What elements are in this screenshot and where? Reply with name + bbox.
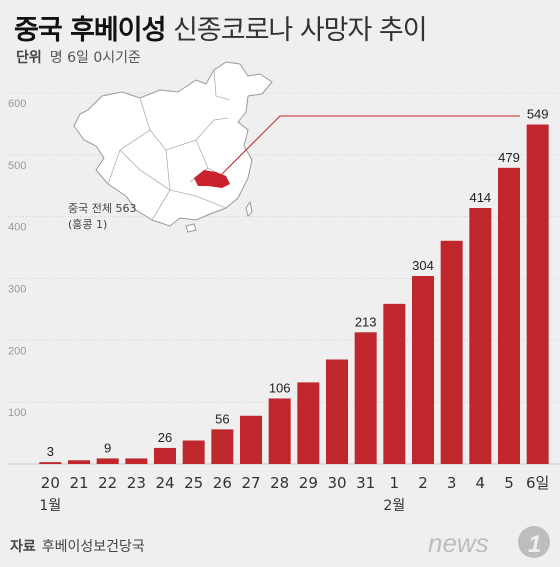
map-note: 중국 전체 563 (홍콩 1) [68, 201, 136, 233]
data-label: 26 [158, 430, 172, 445]
x-tick-label: 3 [447, 474, 457, 492]
data-label: 414 [469, 190, 491, 205]
x-tick-label: 21 [69, 474, 88, 492]
unit-text: 명 6일 0시기준 [49, 50, 141, 66]
unit-label: 단위 [16, 50, 42, 66]
chart-title: 중국 후베이성 신종코로나 사망자 추이 [14, 8, 428, 47]
month-label: 2월 [383, 498, 405, 514]
bar [354, 332, 377, 464]
data-label: 549 [527, 107, 549, 122]
x-tick-label: 23 [127, 474, 146, 492]
x-tick-label: 6일 [526, 474, 549, 492]
logo-news-text: news [428, 528, 489, 558]
data-label: 213 [355, 314, 377, 329]
bar [268, 398, 291, 464]
x-tick-label: 24 [155, 474, 174, 492]
bar [39, 462, 62, 464]
x-tick-label: 30 [327, 474, 346, 492]
x-tick-label: 27 [241, 474, 260, 492]
bar [412, 276, 434, 464]
bar [383, 303, 406, 464]
x-tick-label: 20 [41, 474, 60, 492]
y-tick-label: 200 [8, 345, 26, 357]
taiwan-island [245, 200, 253, 217]
x-tick-label: 31 [356, 474, 375, 492]
data-label: 106 [269, 380, 291, 395]
x-tick-label: 25 [184, 474, 203, 492]
bar [154, 447, 176, 464]
data-label: 3 [47, 444, 54, 459]
bar [211, 429, 234, 464]
data-labels: 3 9 26 56 106 213 304 414 479 549 [47, 107, 549, 460]
x-tick-label: 5 [504, 474, 514, 492]
data-label: 304 [412, 258, 434, 273]
bar [240, 415, 262, 464]
callout-line [215, 115, 520, 181]
news1-logo: news 1 [428, 526, 550, 558]
y-tick-label: 400 [8, 222, 26, 234]
china-map [73, 61, 520, 233]
bar [297, 382, 320, 464]
title-bold-part: 중국 후베이성 [14, 15, 166, 46]
x-tick-label: 4 [476, 474, 486, 492]
bar [469, 208, 492, 464]
y-tick-label: 300 [8, 284, 26, 296]
source-label: 자료 [10, 539, 36, 555]
x-tick-label: 1 [390, 474, 400, 492]
china-total-label: 중국 전체 563 [68, 202, 137, 215]
bar [526, 124, 549, 464]
y-tick-label: 600 [8, 98, 26, 110]
data-label: 9 [104, 440, 111, 455]
data-label: 56 [215, 411, 229, 426]
title-light-part: 신종코로나 사망자 추이 [173, 15, 428, 46]
x-tick-label: 29 [299, 474, 318, 492]
month-label: 1월 [39, 498, 61, 514]
x-tick-label: 2 [418, 474, 428, 492]
y-tick-label: 100 [8, 407, 26, 419]
unit-line: 단위 명 6일 0시기준 [16, 47, 141, 67]
logo-circle [518, 526, 550, 558]
data-label: 479 [498, 150, 520, 165]
grid-lines: 100 200 300 400 500 600 [8, 92, 560, 465]
bars [39, 124, 549, 464]
hainan-island [185, 223, 197, 233]
source-text: 후베이성보건당국 [41, 539, 145, 555]
source-line: 자료 후베이성보건당국 [10, 536, 145, 556]
y-tick-label: 500 [8, 160, 26, 172]
bar [326, 359, 348, 464]
bar [440, 240, 463, 464]
bar [96, 458, 119, 464]
x-tick-label: 22 [98, 474, 117, 492]
hong-kong-label: (홍콩 1) [68, 218, 108, 231]
x-tick-label: 28 [270, 474, 289, 492]
logo-number-text: 1 [528, 531, 541, 558]
bar [68, 460, 90, 464]
x-tick-label: 26 [213, 474, 232, 492]
bar [498, 167, 520, 464]
bar [125, 458, 148, 464]
bar [182, 440, 205, 464]
